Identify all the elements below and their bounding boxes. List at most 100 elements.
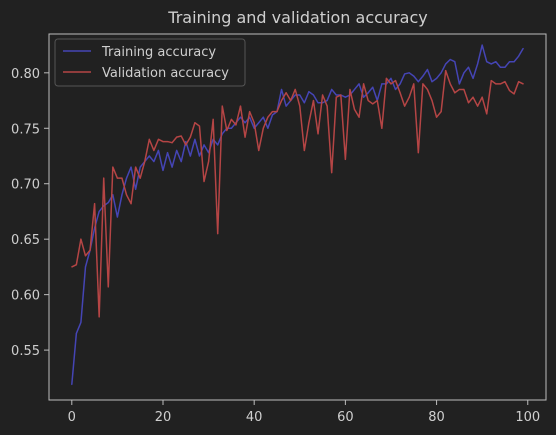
validation-accuracy-point: [458, 88, 460, 91]
training-accuracy-point: [116, 216, 118, 218]
validation-accuracy-point: [230, 118, 232, 120]
validation-accuracy-point: [253, 122, 255, 124]
validation-accuracy-point: [308, 122, 310, 124]
training-accuracy-point: [230, 127, 232, 129]
y-tick-label: 0.70: [11, 178, 40, 193]
validation-accuracy-point: [258, 149, 260, 152]
validation-accuracy-point: [171, 142, 173, 144]
training-accuracy-point: [490, 63, 492, 65]
validation-accuracy-point: [207, 160, 210, 163]
training-accuracy-point: [344, 96, 346, 98]
y-tick-label: 0.60: [11, 289, 40, 304]
validation-accuracy-point: [404, 105, 406, 107]
x-tick-label: 80: [428, 410, 445, 425]
training-accuracy-point: [435, 77, 438, 79]
validation-accuracy-point: [103, 177, 105, 179]
validation-accuracy-point: [340, 94, 342, 96]
validation-accuracy-point: [125, 194, 128, 196]
validation-accuracy-point: [89, 249, 91, 251]
validation-accuracy-point: [417, 152, 419, 154]
training-accuracy-point: [353, 88, 356, 91]
validation-accuracy-point: [467, 102, 470, 104]
validation-accuracy-point: [504, 81, 506, 83]
training-accuracy-point: [130, 166, 132, 168]
y-tick-label: 0.55: [11, 344, 40, 359]
validation-accuracy-point: [349, 88, 351, 91]
validation-accuracy-point: [116, 177, 118, 179]
validation-accuracy-point: [495, 83, 497, 85]
validation-accuracy-point: [381, 127, 383, 129]
validation-accuracy-point: [194, 122, 196, 124]
training-accuracy-point: [139, 166, 141, 168]
training-accuracy-point: [280, 88, 283, 91]
validation-accuracy-point: [112, 166, 114, 168]
validation-accuracy-point: [148, 138, 150, 140]
training-accuracy-point: [317, 102, 319, 104]
training-accuracy-point: [203, 144, 205, 146]
training-accuracy-point: [381, 83, 383, 85]
chart-title: Training and validation accuracy: [167, 8, 427, 27]
validation-accuracy-point: [75, 264, 77, 266]
validation-accuracy-point: [71, 266, 73, 268]
x-tick-label: 60: [337, 410, 354, 425]
validation-accuracy-point: [226, 129, 228, 132]
training-accuracy-point: [445, 63, 447, 65]
training-accuracy-point: [258, 122, 260, 124]
validation-accuracy-point: [440, 111, 442, 113]
training-accuracy-point: [513, 61, 515, 63]
training-accuracy-point: [499, 66, 501, 68]
validation-accuracy-point: [367, 99, 369, 102]
validation-accuracy-point: [413, 83, 415, 85]
validation-accuracy-point: [276, 111, 278, 113]
plot-area: [71, 44, 524, 386]
training-accuracy-point: [399, 83, 401, 85]
validation-accuracy-point: [331, 172, 333, 174]
training-accuracy-point: [171, 166, 173, 168]
validation-accuracy-point: [294, 88, 296, 91]
training-accuracy-point: [481, 44, 483, 46]
axes: 0 20 40 60 80 100 0.55 0.60 0.65 0.70 0.75 0.80: [11, 33, 547, 425]
training-accuracy-point: [367, 92, 369, 94]
training-accuracy-point: [271, 114, 274, 116]
training-accuracy-point: [522, 47, 524, 50]
training-accuracy-point: [508, 61, 511, 63]
training-accuracy-point: [426, 68, 429, 71]
validation-accuracy-point: [84, 255, 87, 257]
validation-accuracy-point: [522, 83, 524, 85]
validation-accuracy-point: [267, 116, 269, 118]
validation-accuracy-point: [499, 83, 501, 85]
validation-accuracy-point: [445, 70, 447, 72]
validation-accuracy-point: [508, 89, 511, 92]
training-accuracy-point: [303, 102, 305, 104]
training-accuracy-point: [198, 155, 201, 157]
validation-accuracy-point: [176, 136, 178, 138]
validation-accuracy-point: [262, 127, 264, 129]
validation-accuracy-point: [363, 83, 365, 85]
training-accuracy-point: [121, 194, 123, 196]
training-accuracy-point: [166, 152, 169, 154]
axes-frame: [48, 33, 547, 401]
training-accuracy-point: [394, 88, 397, 91]
training-accuracy-point: [135, 188, 137, 190]
validation-accuracy-point: [249, 111, 251, 113]
validation-accuracy-point: [449, 83, 451, 85]
training-accuracy-point: [458, 83, 460, 85]
training-accuracy-point: [422, 75, 424, 77]
validation-accuracy-point: [217, 233, 219, 235]
training-accuracy-point: [495, 61, 497, 63]
validation-accuracy-point: [358, 116, 360, 118]
validation-accuracy-point: [390, 83, 392, 85]
validation-accuracy-point: [376, 99, 378, 102]
validation-accuracy-point: [157, 138, 160, 140]
training-accuracy-point: [71, 383, 73, 386]
validation-accuracy-point: [244, 136, 246, 138]
training-accuracy-point: [467, 66, 470, 68]
training-accuracy-point: [358, 83, 360, 85]
training-accuracy-point: [390, 77, 392, 79]
training-accuracy-point: [312, 94, 315, 96]
validation-accuracy-point: [385, 77, 388, 79]
training-accuracy-point: [239, 116, 242, 118]
training-accuracy-point: [335, 94, 337, 96]
validation-accuracy-point: [280, 99, 283, 102]
validation-accuracy-line: [71, 69, 524, 318]
